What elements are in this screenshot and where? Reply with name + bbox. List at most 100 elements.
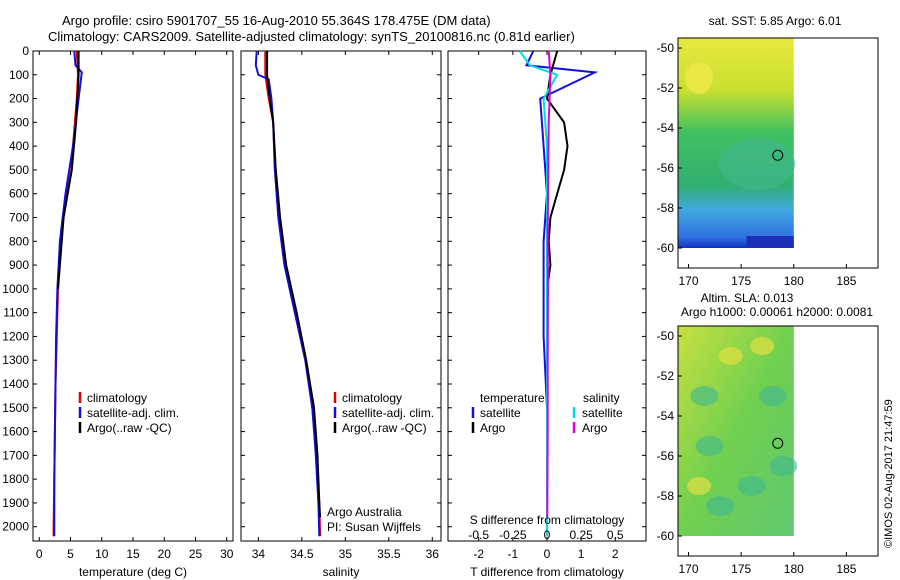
map-field-patch bbox=[758, 386, 787, 406]
sst-map-title: sat. SST: 5.85 Argo: 6.01 bbox=[709, 14, 842, 28]
x-tick-label: 34 bbox=[252, 547, 266, 561]
x-tick-label: 35.5 bbox=[377, 547, 401, 561]
y-tick-label: 1400 bbox=[2, 377, 29, 391]
sla-map-title: Altim. SLA: 0.013 bbox=[701, 291, 794, 305]
y-tick-label: -60 bbox=[657, 241, 675, 255]
sst-map: 170 175 180 185 -50 -52 -54 -56 -58 -60 bbox=[657, 37, 879, 288]
x-tick-label: 180 bbox=[784, 562, 804, 576]
y-tick-label: 1200 bbox=[2, 329, 29, 343]
x-tick-label: 35 bbox=[339, 547, 353, 561]
map-field-patch bbox=[750, 337, 775, 355]
x-tick-label: 170 bbox=[679, 562, 699, 576]
x-axis-label: temperature (deg C) bbox=[79, 565, 187, 579]
figure-title-line2: Climatology: CARS2009. Satellite-adjuste… bbox=[48, 29, 575, 44]
x-tick-label: 36 bbox=[426, 547, 440, 561]
legend-label: climatology bbox=[342, 391, 402, 405]
s-tick-label: -0.25 bbox=[499, 528, 527, 542]
y-tick-label: 1300 bbox=[2, 353, 29, 367]
salinity-panel: 34 34.5 35 35.5 36 salinity bbox=[240, 50, 442, 579]
annotation-institution: Argo Australia bbox=[327, 505, 402, 519]
difference-panel: -2 -1 0 1 2 T difference from climatology bbox=[447, 50, 647, 579]
figure-title-line1: Argo profile: csiro 5901707_55 16-Aug-20… bbox=[62, 13, 491, 28]
legend-label: Argo(..raw -QC) bbox=[342, 421, 427, 435]
map-field-patch bbox=[685, 62, 714, 94]
legend-title-salinity: salinity bbox=[583, 391, 620, 405]
map-frame bbox=[677, 325, 879, 557]
legend-label: satellite bbox=[582, 406, 623, 420]
y-tick-label: -60 bbox=[657, 529, 675, 543]
top-axis-label-s-difference: S difference from climatology bbox=[470, 513, 625, 527]
y-tick-label: -52 bbox=[657, 81, 675, 95]
series-line-argo-raw-qc- bbox=[57, 51, 80, 289]
y-tick-label: 900 bbox=[9, 258, 29, 272]
copyright-credit: ©IMOS 02-Aug-2017 21:47:59 bbox=[883, 399, 895, 548]
y-tick-label: 1800 bbox=[2, 472, 29, 486]
y-tick-label: 2000 bbox=[2, 520, 29, 534]
legend-label: climatology bbox=[87, 391, 147, 405]
x-tick-label: -2 bbox=[473, 547, 484, 561]
x-tick-label: 185 bbox=[836, 274, 856, 288]
x-tick-label: 20 bbox=[158, 547, 172, 561]
y-tick-label: -50 bbox=[657, 41, 675, 55]
y-tick-label: 1000 bbox=[2, 282, 29, 296]
x-tick-label: 25 bbox=[189, 547, 203, 561]
y-tick-label: 400 bbox=[9, 139, 29, 153]
s-tick-label: 0.25 bbox=[569, 528, 593, 542]
y-tick-label: 300 bbox=[9, 115, 29, 129]
y-tick-label: 1600 bbox=[2, 425, 29, 439]
x-tick-label: -1 bbox=[508, 547, 519, 561]
series-line-s-argo bbox=[546, 50, 552, 518]
legend-label: satellite-adj. clim. bbox=[342, 406, 434, 420]
x-axis-label: T difference from climatology bbox=[470, 565, 624, 579]
legend-label: satellite bbox=[480, 406, 521, 420]
x-tick-label: 170 bbox=[679, 274, 699, 288]
x-axis-label: salinity bbox=[323, 565, 360, 579]
x-tick-label: 15 bbox=[126, 547, 140, 561]
y-tick-label: 200 bbox=[9, 92, 29, 106]
x-tick-label: 5 bbox=[67, 547, 74, 561]
y-tick-label: -58 bbox=[657, 201, 675, 215]
y-tick-label: 1700 bbox=[2, 448, 29, 462]
legend-label: Argo bbox=[582, 421, 608, 435]
x-tick-label: 0 bbox=[544, 547, 551, 561]
argo-location-marker bbox=[772, 437, 784, 449]
temperature-panel: 0 5 10 15 20 25 300100200300400500600700800900… bbox=[2, 44, 233, 579]
s-tick-label: -0.5 bbox=[468, 528, 489, 542]
sla-map: 170 175 180 185 -50 -52 -54 -56 -58 -60 bbox=[657, 325, 879, 576]
y-tick-label: -54 bbox=[657, 121, 675, 135]
x-tick-label: 0 bbox=[36, 547, 43, 561]
map-field-patch bbox=[706, 496, 735, 516]
x-tick-label: 2 bbox=[612, 547, 619, 561]
y-tick-label: 800 bbox=[9, 234, 29, 248]
legend-label: satellite-adj. clim. bbox=[87, 406, 179, 420]
map-field-patch bbox=[718, 347, 743, 365]
map-field-patch bbox=[746, 236, 794, 248]
y-tick-label: -58 bbox=[657, 489, 675, 503]
argo-location-marker bbox=[772, 149, 784, 161]
map-field-patch bbox=[695, 436, 724, 456]
map-field-patch bbox=[690, 386, 719, 406]
x-tick-label: 34.5 bbox=[290, 547, 314, 561]
y-tick-label: 700 bbox=[9, 211, 29, 225]
y-tick-label: -56 bbox=[657, 161, 675, 175]
map-field-patch bbox=[718, 138, 795, 190]
y-tick-label: 600 bbox=[9, 187, 29, 201]
x-tick-label: 10 bbox=[95, 547, 109, 561]
legend-title-temperature: temperature bbox=[480, 391, 545, 405]
y-tick-label: -56 bbox=[657, 449, 675, 463]
x-tick-label: 175 bbox=[731, 274, 751, 288]
y-tick-label: 500 bbox=[9, 163, 29, 177]
x-tick-label: 185 bbox=[836, 562, 856, 576]
x-tick-label: 180 bbox=[784, 274, 804, 288]
map-field-patch bbox=[769, 456, 798, 476]
series-line-satellite-adj-clim- bbox=[254, 50, 321, 537]
legend-label: Argo(..raw -QC) bbox=[87, 421, 172, 435]
y-tick-label: 1100 bbox=[3, 306, 29, 320]
temperature-panel-frame bbox=[32, 50, 234, 542]
y-tick-label: 100 bbox=[9, 68, 29, 82]
y-tick-label: -52 bbox=[657, 369, 675, 383]
map-frame bbox=[677, 37, 879, 269]
y-tick-label: -54 bbox=[657, 409, 675, 423]
x-tick-label: 1 bbox=[578, 547, 585, 561]
